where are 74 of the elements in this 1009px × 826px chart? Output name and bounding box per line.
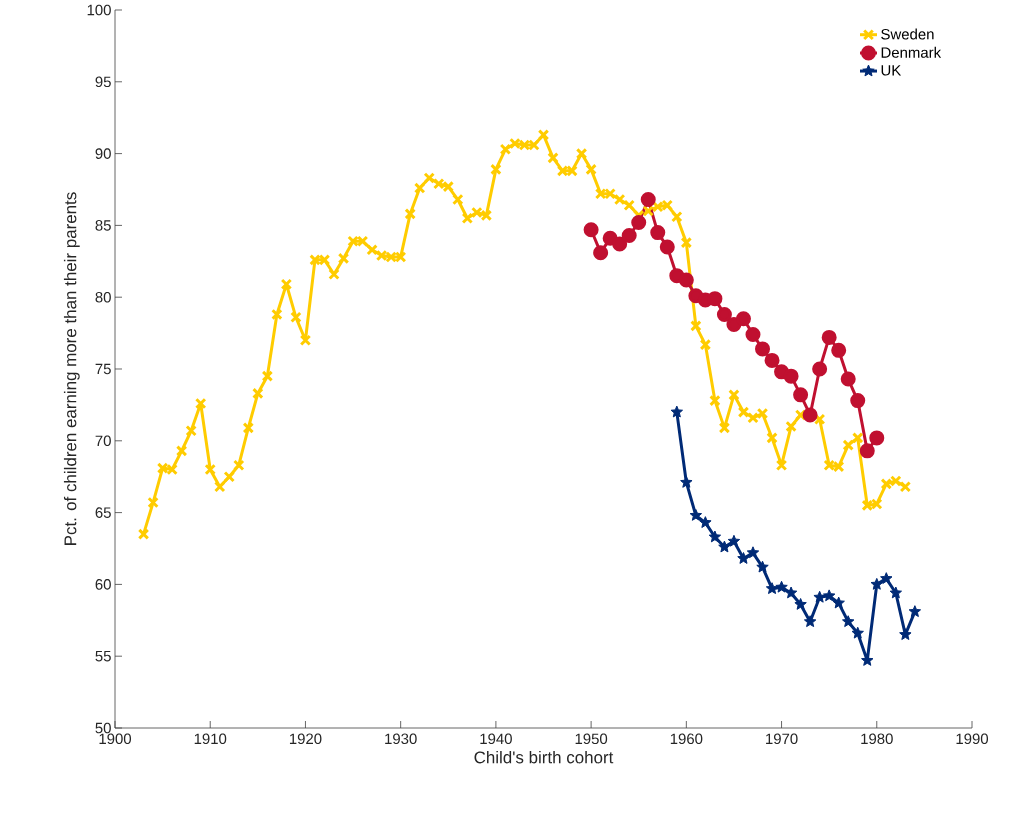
point (851, 626, 864, 639)
x-tick-label: 1910 (194, 733, 227, 745)
x-tick-label: 1980 (861, 733, 893, 745)
point (803, 615, 817, 628)
y-axis-title: Pct. of children earning more than their parents (63, 192, 80, 545)
point (793, 387, 809, 403)
point (764, 352, 780, 368)
point (621, 227, 637, 243)
point (831, 342, 847, 358)
x-tick-label: 1900 (99, 733, 132, 745)
y-tick-label: 55 (95, 650, 111, 662)
point (583, 222, 599, 238)
point (869, 430, 885, 446)
y-tick-label: 80 (95, 291, 111, 303)
y-tick-label: 90 (95, 148, 111, 159)
x-tick-label: 1990 (956, 733, 989, 745)
y-tick-label: 95 (95, 76, 111, 88)
point (593, 245, 609, 261)
point (716, 306, 732, 322)
y-tick-label: 100 (87, 4, 111, 16)
y-tick-label: 65 (95, 507, 111, 518)
y-tick-label: 75 (95, 363, 111, 375)
point (812, 361, 828, 377)
point (908, 605, 922, 618)
legend-label: Denmark (881, 46, 942, 58)
legend-label: Sweden (881, 28, 934, 40)
point (842, 615, 855, 628)
x-tick-label: 1970 (766, 733, 798, 745)
legend-label: UK (881, 65, 902, 76)
point (737, 552, 750, 564)
x-tick-label: 1930 (385, 733, 417, 745)
point (659, 239, 675, 255)
y-tick-label: 50 (95, 722, 111, 734)
point (840, 371, 856, 387)
x-axis-title: Child's birth cohort (474, 750, 614, 764)
point (707, 291, 723, 307)
point (708, 530, 722, 543)
point (670, 405, 684, 418)
point (832, 596, 845, 609)
x-tick-label: 1920 (289, 733, 322, 745)
point (821, 329, 837, 345)
point (612, 236, 628, 252)
point (650, 225, 666, 241)
point (735, 311, 751, 327)
x-tick-label: 1940 (480, 733, 512, 745)
point (727, 534, 741, 547)
point (640, 192, 656, 208)
point (746, 546, 760, 559)
x-tick-label: 1960 (670, 733, 703, 745)
point (755, 341, 771, 357)
point (813, 590, 826, 603)
point (870, 577, 883, 590)
point (756, 560, 769, 573)
point (794, 598, 807, 610)
point (899, 628, 912, 641)
point (850, 393, 866, 409)
point (718, 540, 731, 553)
point (745, 327, 761, 343)
point (765, 582, 779, 595)
point (880, 572, 893, 585)
point (784, 586, 798, 599)
y-tick-label: 85 (95, 220, 111, 231)
y-tick-label: 70 (95, 435, 111, 447)
point (889, 586, 903, 599)
point (822, 589, 836, 602)
point (859, 443, 875, 459)
point (783, 368, 799, 384)
point (775, 580, 788, 593)
point (689, 508, 703, 521)
y-tick-label: 60 (95, 579, 111, 590)
point (699, 516, 712, 528)
point (678, 272, 694, 288)
point (631, 215, 647, 231)
x-tick-label: 1950 (575, 733, 608, 745)
